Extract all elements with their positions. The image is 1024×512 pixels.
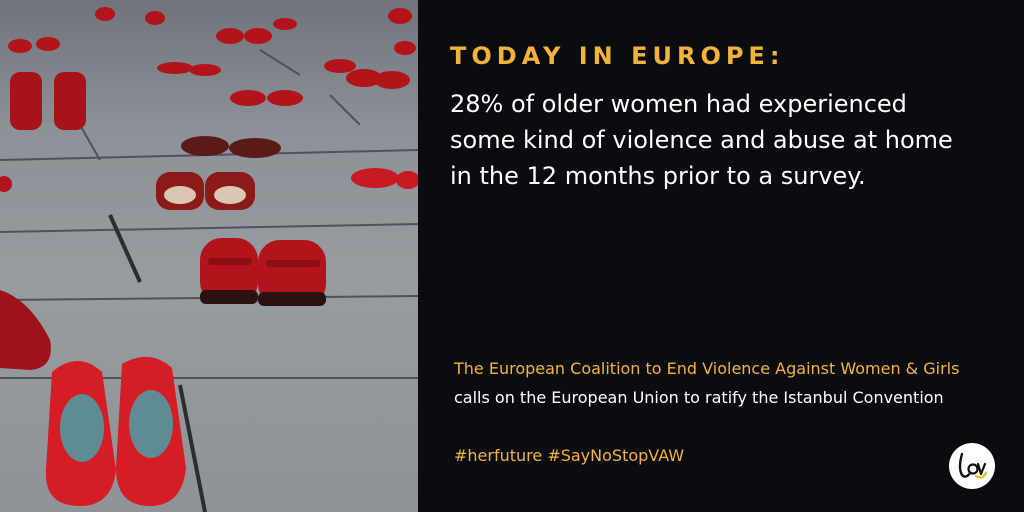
text-panel: [418, 0, 1024, 512]
edge-shoe: [0, 290, 51, 370]
hashtags: #herfuture #SayNoStopVAW: [454, 446, 685, 465]
foreground-heels: [45, 356, 186, 506]
headline: TODAY IN EUROPE:: [450, 42, 785, 70]
red-shoes-photo: [0, 0, 418, 512]
love-logo-icon: [948, 442, 996, 490]
distant-shoes: [0, 7, 416, 192]
pavement-illustration: [0, 7, 418, 512]
call-to-action: calls on the European Union to ratify th…: [454, 388, 944, 407]
mid-shoes: [10, 72, 418, 210]
statistic-text: 28% of older women had experienced some …: [450, 90, 953, 190]
coalition-name: The European Coalition to End Violence A…: [454, 359, 960, 378]
kids-shoes: [200, 238, 326, 306]
